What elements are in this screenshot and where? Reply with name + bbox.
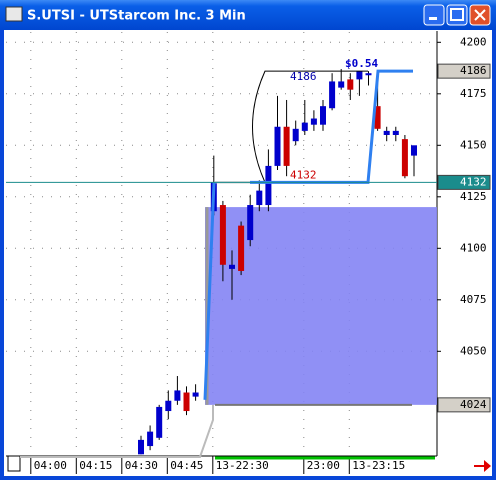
candle-body	[174, 390, 181, 401]
candle-body	[219, 205, 226, 265]
candle-body	[283, 126, 290, 166]
plot: 4050 4075 4100 4125 4150 4175 4200 04:00 04:15 04…	[6, 32, 491, 474]
candle-body	[274, 126, 281, 166]
maximize-button[interactable]	[446, 4, 468, 26]
y-tick-label: 4150	[460, 138, 487, 151]
price-marker	[437, 174, 491, 190]
price-marker-label: 4186	[460, 64, 487, 77]
candle-body	[329, 81, 336, 109]
candle-body	[165, 400, 172, 412]
candle-body	[383, 130, 390, 135]
measure-bracket	[252, 70, 368, 183]
candle-body	[292, 128, 299, 142]
candle-body	[338, 81, 345, 88]
candle-body	[247, 205, 254, 241]
candle-body	[347, 79, 354, 90]
candle-body	[356, 71, 363, 80]
candle-body	[301, 122, 308, 131]
close-button[interactable]	[469, 4, 491, 26]
candle-body	[392, 130, 399, 135]
candle-body	[238, 225, 245, 271]
candle-body	[256, 190, 263, 206]
candle-body	[192, 392, 199, 397]
app-icon	[5, 6, 23, 22]
candle-body	[310, 118, 317, 125]
candle-body	[365, 73, 372, 76]
candle-body	[411, 145, 417, 156]
scroll-box[interactable]	[7, 455, 21, 472]
candle-body	[265, 165, 272, 206]
y-tick-label: 4200	[460, 35, 487, 48]
y-tick-label: 4125	[460, 190, 487, 203]
session-line	[20, 404, 214, 458]
candle-body	[138, 439, 144, 455]
y-tick-label: 4100	[460, 241, 487, 254]
x-tick-label: 04:45	[170, 459, 203, 472]
candle-body	[183, 392, 190, 412]
x-tick-label: 13-22:30	[216, 459, 269, 472]
y-tick-label: 4075	[460, 293, 487, 306]
scroll-arrow[interactable]	[474, 460, 491, 472]
price-marker	[437, 63, 491, 79]
candle-body	[147, 431, 154, 447]
measure-label: $0.54	[345, 57, 378, 70]
x-tick-label: 04:30	[125, 459, 158, 472]
x-tick-label: 04:00	[34, 459, 67, 472]
y-tick-label: 4050	[460, 344, 487, 357]
y-tick-label: 4175	[460, 87, 487, 100]
title-bar	[0, 0, 496, 30]
low-label: 4132	[290, 168, 317, 181]
candle-body	[320, 106, 326, 125]
x-tick-label: 04:15	[79, 459, 112, 472]
x-tick-label: 13-23:15	[352, 459, 405, 472]
candle-body	[156, 406, 163, 438]
price-marker-label: 4024	[460, 398, 487, 411]
high-label: 4186	[290, 70, 317, 83]
x-tick-label: 23:00	[307, 459, 340, 472]
candle-body	[401, 139, 408, 177]
candle-body	[229, 264, 235, 269]
price-marker	[437, 397, 491, 413]
window-title: S.UTSI - UTStarcom Inc. 3 Min	[27, 9, 246, 24]
candle-body	[374, 106, 381, 129]
minimize-button[interactable]	[423, 4, 445, 26]
price-marker-label: 4132	[460, 175, 487, 188]
